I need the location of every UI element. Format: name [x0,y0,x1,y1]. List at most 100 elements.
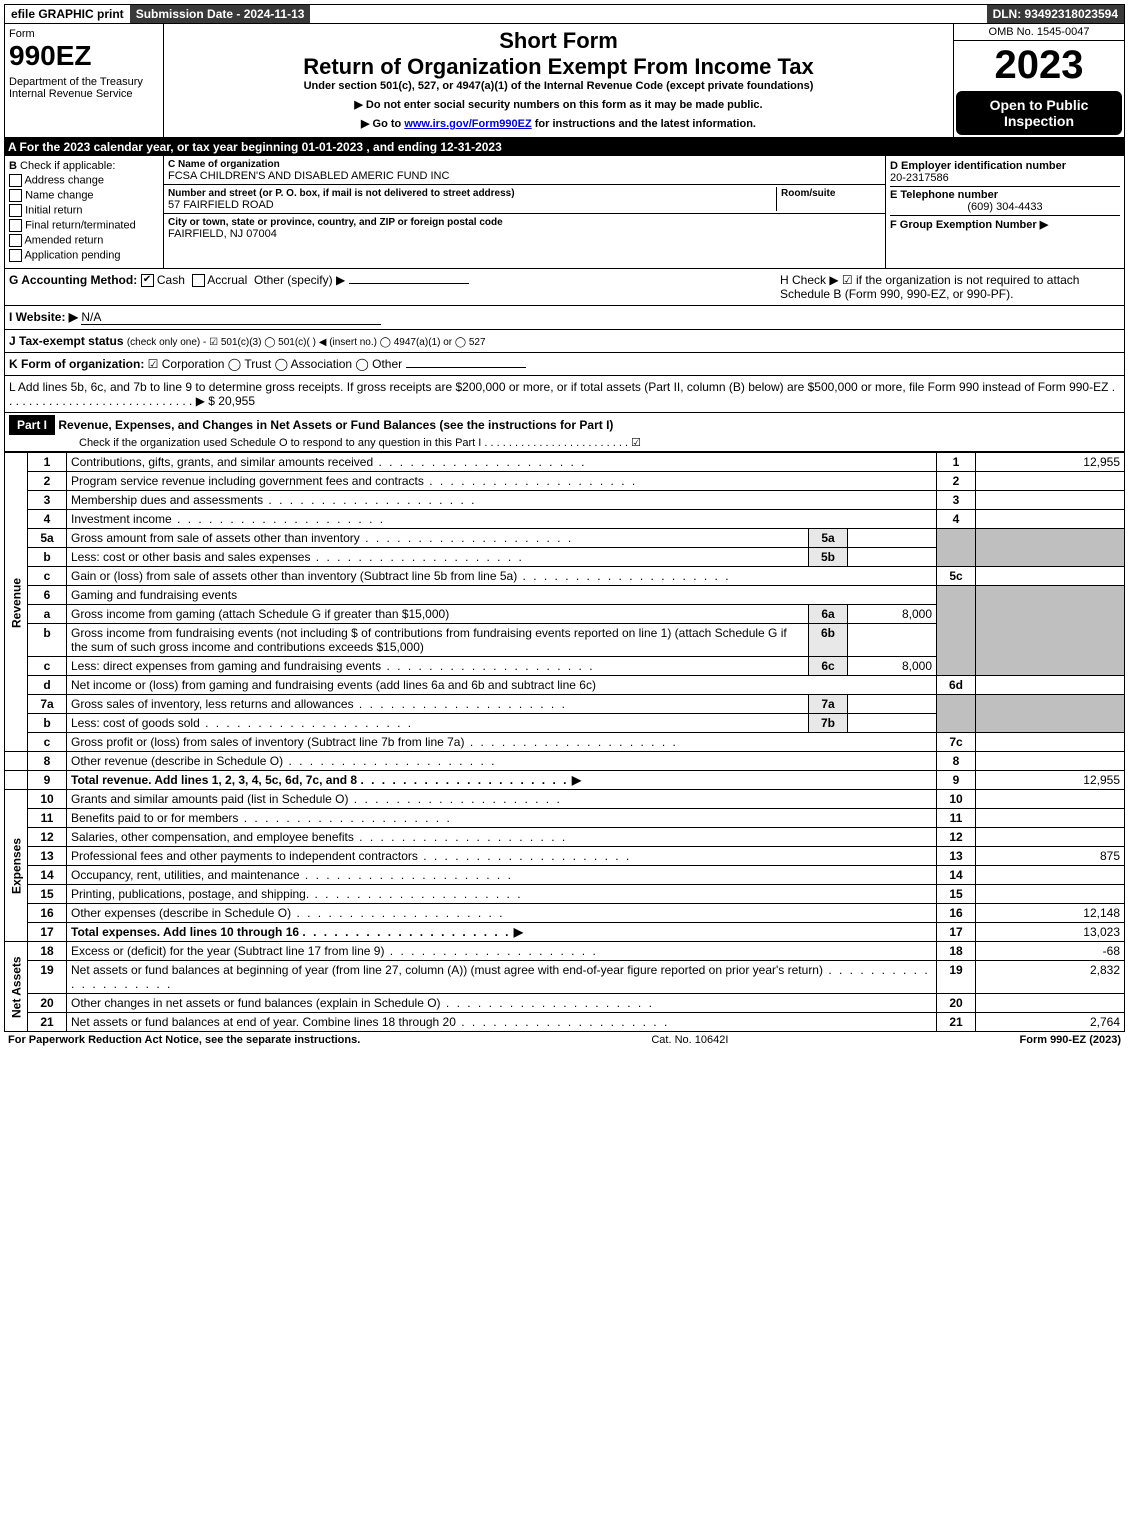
l9-val: 12,955 [976,771,1125,790]
l14-desc: Occupancy, rent, utilities, and maintena… [71,868,513,882]
l3-val [976,491,1125,510]
l17-desc: Total expenses. Add lines 10 through 16 [71,925,299,939]
l7b-inval [848,714,937,733]
note2-post: for instructions and the latest informat… [532,118,756,130]
l7b-num: b [28,714,67,733]
form-header: Form 990EZ Department of the Treasury In… [4,24,1125,138]
section-c: C Name of organization FCSA CHILDREN'S A… [164,156,886,268]
opt-address: Address change [24,174,104,186]
l20-val [976,994,1125,1013]
cash: Cash [157,273,185,287]
netassets-section: Net Assets [5,942,28,1032]
h-text: H Check ▶ ☑ if the organization is not r… [780,273,1120,301]
omb-number: OMB No. 1545-0047 [954,24,1124,41]
l13-out: 13 [937,847,976,866]
l5b-inlabel: 5b [809,548,848,567]
l-text: L Add lines 5b, 6c, and 7b to line 9 to … [9,380,1115,408]
check-initial-return[interactable]: Initial return [9,204,159,217]
l16-desc: Other expenses (describe in Schedule O) [71,906,504,920]
l21-desc: Net assets or fund balances at end of ye… [71,1015,669,1029]
c-city-label: City or town, state or province, country… [168,217,503,228]
l7a-desc: Gross sales of inventory, less returns a… [71,697,567,711]
department: Department of the Treasury Internal Reve… [9,76,159,100]
l3-out: 3 [937,491,976,510]
l9-out: 9 [937,771,976,790]
l6d-val [976,676,1125,695]
l18-val: -68 [976,942,1125,961]
l16-out: 16 [937,904,976,923]
l20-num: 20 [28,994,67,1013]
letter-b: B [9,160,17,172]
l7a-num: 7a [28,695,67,714]
l5c-val [976,567,1125,586]
l8-desc: Other revenue (describe in Schedule O) [71,754,496,768]
l3-num: 3 [28,491,67,510]
l5c-out: 5c [937,567,976,586]
other-specify: Other (specify) ▶ [254,273,345,287]
header-left: Form 990EZ Department of the Treasury In… [5,24,164,137]
l2-val [976,472,1125,491]
part1-label: Part I [9,415,55,435]
g-label: G Accounting Method: [9,273,137,287]
part1-title: Revenue, Expenses, and Changes in Net As… [58,418,613,432]
check-name-change[interactable]: Name change [9,189,159,202]
l6a-desc: Gross income from gaming (attach Schedul… [67,605,809,624]
check-application-pending[interactable]: Application pending [9,249,159,262]
k-other-input[interactable] [406,367,526,368]
check-cash[interactable] [141,274,154,287]
l10-num: 10 [28,790,67,809]
k-label: K Form of organization: [9,357,144,371]
opt-name: Name change [25,189,94,201]
l10-out: 10 [937,790,976,809]
l8-num: 8 [28,752,67,771]
l21-val: 2,764 [976,1013,1125,1032]
l12-desc: Salaries, other compensation, and employ… [71,830,567,844]
d-label: D Employer identification number [890,160,1066,172]
l6b-inlabel: 6b [809,624,848,657]
tax-year: 2023 [954,41,1124,89]
row-g-h: G Accounting Method: Cash Accrual Other … [4,269,1125,306]
header-mid: Short Form Return of Organization Exempt… [164,24,953,137]
irs-link[interactable]: www.irs.gov/Form990EZ [404,118,531,130]
efile-label[interactable]: efile GRAPHIC print [5,5,130,23]
row-l: L Add lines 5b, 6c, and 7b to line 9 to … [4,376,1125,413]
l19-desc: Net assets or fund balances at beginning… [71,963,930,991]
other-input[interactable] [349,283,469,284]
accrual: Accrual [207,273,247,287]
check-accrual[interactable] [192,274,205,287]
form-title: Return of Organization Exempt From Incom… [168,54,949,80]
l19-out: 19 [937,961,976,994]
l6d-desc: Net income or (loss) from gaming and fun… [67,676,937,695]
l15-out: 15 [937,885,976,904]
check-final-return[interactable]: Final return/terminated [9,219,159,232]
b-text: Check if applicable: [20,160,115,172]
opt-final: Final return/terminated [25,219,136,231]
l3-desc: Membership dues and assessments [71,493,476,507]
form-word: Form [9,28,159,40]
row-j: J Tax-exempt status (check only one) - ☑… [4,330,1125,353]
dln: DLN: 93492318023594 [987,5,1124,23]
l6b-inval [848,624,937,657]
entity-block: B Check if applicable: Address change Na… [4,156,1125,269]
section-a: A For the 2023 calendar year, or tax yea… [4,138,1125,156]
l17-out: 17 [937,923,976,942]
l6b-num: b [28,624,67,657]
submission-date: Submission Date - 2024-11-13 [130,5,311,23]
l14-num: 14 [28,866,67,885]
l7c-desc: Gross profit or (loss) from sales of inv… [71,735,678,749]
part1-check: Check if the organization used Schedule … [79,437,641,449]
check-amended-return[interactable]: Amended return [9,234,159,247]
top-bar: efile GRAPHIC print Submission Date - 20… [4,4,1125,24]
open-to-public: Open to Public Inspection [956,91,1122,135]
l7c-num: c [28,733,67,752]
l13-desc: Professional fees and other payments to … [71,849,631,863]
l11-val [976,809,1125,828]
l6a-inlabel: 6a [809,605,848,624]
l4-val [976,510,1125,529]
l5b-inval [848,548,937,567]
l6-num: 6 [28,586,67,605]
e-label: E Telephone number [890,189,998,201]
l14-out: 14 [937,866,976,885]
check-address-change[interactable]: Address change [9,174,159,187]
l9-num: 9 [28,771,67,790]
